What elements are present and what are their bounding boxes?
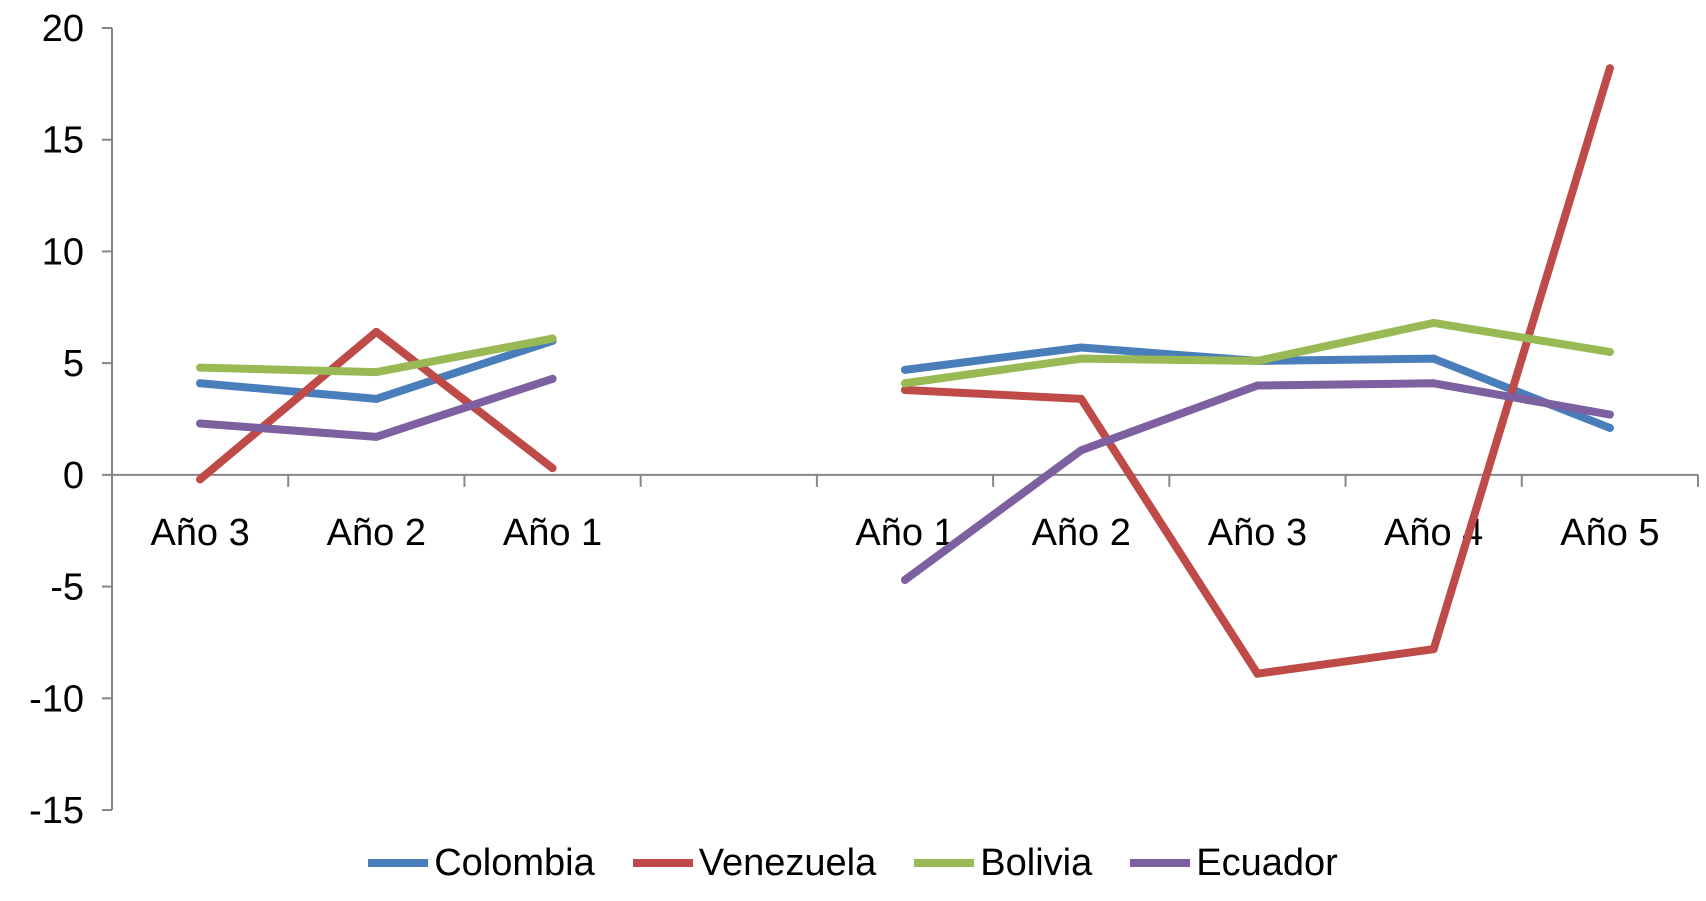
legend-swatch-bolivia — [914, 859, 975, 867]
legend-label-venezuela: Venezuela — [698, 842, 877, 884]
legend-swatch-colombia — [368, 859, 429, 867]
y-axis: 20 15 10 5 0 -5 -10 -15 — [29, 8, 113, 832]
data-point-venezuela — [1429, 645, 1438, 654]
data-point-venezuela — [901, 385, 909, 394]
data-point-colombia — [1429, 354, 1438, 363]
data-point-venezuela — [1253, 669, 1262, 678]
data-point-venezuela — [196, 475, 205, 484]
x-tick-label: Año 3 — [150, 512, 249, 554]
y-tick-label: -5 — [50, 567, 84, 609]
data-point-colombia — [901, 365, 909, 374]
data-point-bolivia — [372, 368, 381, 377]
x-tick-label: Año 3 — [1208, 512, 1307, 554]
x-tick-label: Año 1 — [503, 512, 602, 554]
x-axis: Año 3 Año 2 Año 1 Año 1 Año 2 Año 3 Año 4 Año 5 — [111, 473, 1699, 554]
data-point-bolivia — [1077, 354, 1086, 363]
series-bolivia — [196, 318, 1614, 388]
y-tick-label: 10 — [42, 231, 84, 273]
legend-item-colombia: Colombia — [368, 844, 595, 882]
data-point-ecuador — [901, 575, 909, 584]
x-tick-label: Año 2 — [327, 512, 426, 554]
data-point-ecuador — [548, 374, 557, 383]
data-point-bolivia — [1253, 356, 1262, 365]
y-tick-label: 20 — [42, 8, 84, 50]
data-point-bolivia — [548, 334, 557, 343]
x-tick-label: Año 1 — [855, 512, 954, 554]
y-tick-label: 0 — [63, 455, 84, 497]
legend-label-bolivia: Bolivia — [980, 842, 1093, 884]
y-tick-label: 5 — [63, 343, 84, 385]
data-point-venezuela — [1077, 394, 1086, 403]
x-tick-label: Año 5 — [1560, 512, 1659, 554]
data-point-ecuador — [372, 432, 381, 441]
series-ecuador — [196, 374, 1614, 584]
legend: Colombia Venezuela Bolivia Ecuador — [0, 844, 1706, 882]
legend-swatch-ecuador — [1130, 859, 1191, 867]
series-line-venezuela — [196, 327, 557, 484]
legend-item-venezuela: Venezuela — [632, 842, 877, 884]
data-point-colombia — [372, 394, 381, 403]
data-point-ecuador — [1605, 410, 1614, 419]
line-chart: 20 15 10 5 0 -5 -10 -15 Año 3 Año 2 Año 1 Año 1 Año… — [29, 8, 1699, 832]
legend-item-ecuador: Ecuador — [1130, 844, 1338, 882]
legend-swatch-venezuela — [632, 859, 693, 867]
y-tick-label: -10 — [29, 678, 84, 720]
data-point-ecuador — [1253, 381, 1262, 390]
data-point-venezuela — [548, 464, 557, 473]
data-point-bolivia — [901, 379, 909, 388]
legend-label-colombia: Colombia — [434, 842, 595, 884]
data-point-ecuador — [1429, 379, 1438, 388]
data-point-colombia — [1077, 343, 1086, 352]
y-tick-label: 15 — [42, 120, 84, 162]
data-point-ecuador — [196, 419, 205, 428]
data-point-bolivia — [1605, 347, 1614, 356]
data-point-colombia — [1605, 423, 1614, 432]
data-point-colombia — [196, 379, 205, 388]
data-point-bolivia — [196, 363, 205, 372]
data-point-bolivia — [1429, 318, 1438, 327]
legend-item-bolivia: Bolivia — [914, 844, 1092, 882]
x-tick-label: Año 2 — [1032, 512, 1131, 554]
y-tick-label: -15 — [29, 790, 84, 832]
data-point-ecuador — [1077, 446, 1086, 455]
data-point-venezuela — [372, 327, 381, 336]
series-layer — [196, 64, 1614, 678]
data-point-venezuela — [1605, 64, 1614, 73]
legend-label-ecuador: Ecuador — [1196, 842, 1338, 884]
